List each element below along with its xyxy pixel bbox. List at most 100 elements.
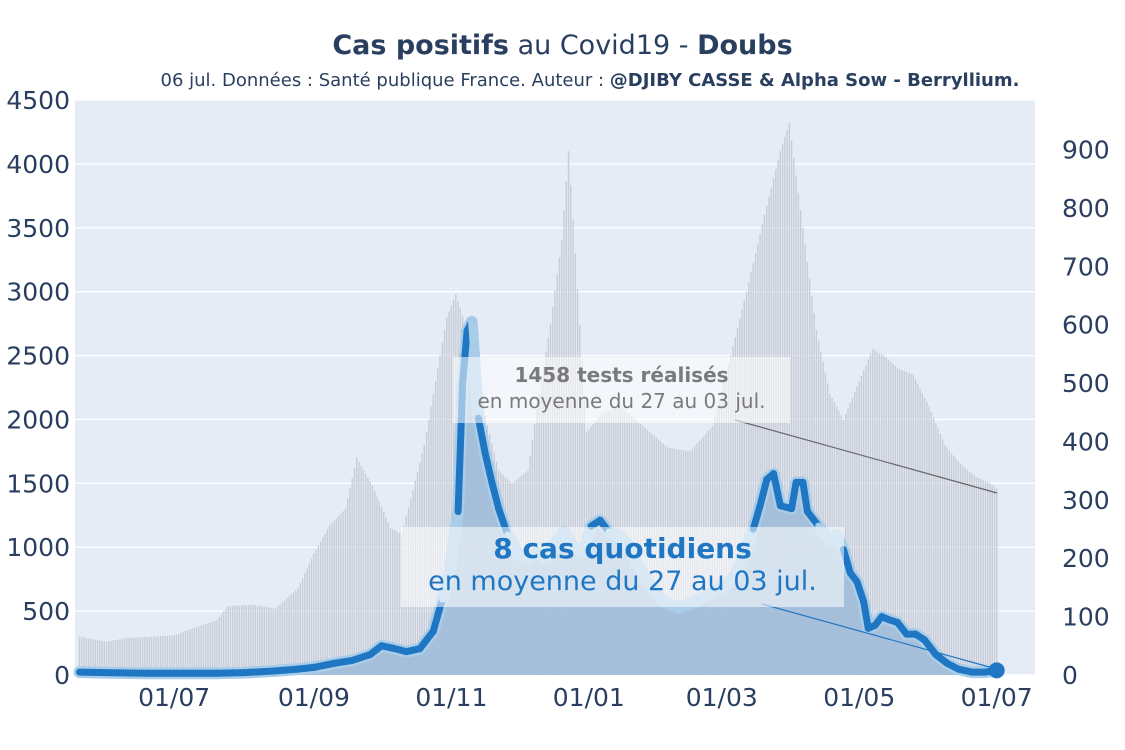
tests-bar	[921, 392, 924, 675]
tests-bar	[450, 305, 453, 675]
tests-bar	[353, 468, 356, 675]
tests-bar	[795, 175, 797, 675]
tests-bar	[92, 639, 94, 675]
tests-bar	[851, 397, 854, 675]
tests-bar	[549, 323, 552, 675]
tests-bar	[905, 371, 908, 675]
tests-bar	[306, 568, 308, 675]
tests-bar	[177, 633, 180, 675]
tests-bar	[281, 602, 284, 675]
tests-bar	[141, 637, 144, 675]
tests-bar	[90, 638, 92, 675]
tests-bar	[157, 636, 160, 675]
tests-bar	[371, 485, 374, 675]
tests-bar	[193, 627, 196, 675]
cases-segment	[416, 627, 437, 653]
tests-bar	[894, 366, 896, 675]
tests-bar	[159, 636, 162, 675]
tests-bar	[993, 486, 996, 675]
tests-bar	[182, 631, 184, 675]
cases-segment	[799, 478, 811, 516]
y-right-tick-400: 400	[1062, 427, 1110, 456]
cases-segment	[76, 668, 111, 677]
tests-bar	[342, 511, 344, 675]
tests-bar	[991, 485, 993, 675]
tests-bar	[362, 469, 365, 675]
cases-segment	[770, 470, 784, 510]
y-right-tick-600: 600	[1062, 311, 1110, 340]
tests-bar	[378, 501, 380, 675]
tests-bar	[304, 573, 306, 675]
tests-bar	[896, 368, 899, 675]
tests-bar	[872, 349, 874, 675]
tests-annotation-pointer	[734, 419, 998, 494]
tests-annotation-title: 1458 tests réalisés	[514, 363, 729, 387]
tests-bar	[912, 374, 915, 675]
tests-bar	[243, 605, 245, 675]
cases-segment	[756, 475, 771, 510]
tests-bar	[968, 471, 971, 675]
cases-annotation-pointer	[761, 603, 994, 669]
y-left-tick-500: 500	[22, 597, 70, 626]
subtitle-source: 06 jul. Données : Santé publique France.…	[160, 70, 610, 91]
tests-bar	[741, 309, 743, 675]
tests-bar	[346, 498, 349, 675]
cases-segment	[481, 449, 496, 486]
tests-bar	[923, 397, 926, 675]
tests-bar	[171, 635, 173, 675]
tests-bar	[763, 215, 766, 675]
y-right-tick-300: 300	[1062, 486, 1110, 515]
tests-bar	[860, 375, 863, 675]
tests-bar	[953, 455, 955, 675]
tests-bar	[804, 244, 806, 675]
tests-bar	[85, 637, 87, 675]
tests-bar	[265, 607, 268, 675]
tests-bar	[186, 630, 189, 675]
x-tick-4: 01/03	[686, 683, 758, 712]
cases-segment	[103, 669, 153, 677]
tests-bar	[128, 637, 130, 675]
tests-bar	[195, 626, 198, 675]
tests-bar	[890, 361, 892, 675]
y-left-tick-labels: 0 500 1000 1500 2000 2500 3000 3500 4000 4500	[6, 86, 70, 690]
tests-bar	[989, 483, 991, 675]
tests-bar	[110, 640, 112, 675]
tests-bar	[768, 196, 770, 675]
tests-bar	[561, 240, 563, 676]
tests-bar	[824, 372, 827, 675]
tests-bar	[166, 635, 169, 675]
tests-bar	[295, 590, 297, 675]
tests-bar	[802, 227, 804, 675]
tests-bar	[806, 261, 809, 675]
tests-bar	[191, 628, 193, 675]
tests-bar	[396, 531, 398, 675]
tests-bar	[984, 481, 987, 675]
tests-bar	[986, 482, 989, 675]
tests-bar	[797, 192, 800, 675]
tests-bar	[547, 337, 549, 675]
x-tick-6: 01/07	[961, 683, 1033, 712]
x-tick-3: 01/01	[553, 683, 625, 712]
tests-bar	[286, 598, 288, 675]
tests-bar	[822, 361, 824, 675]
tests-bar	[917, 383, 919, 675]
tests-bar	[545, 351, 547, 675]
tests-bar	[854, 392, 856, 675]
tests-bar	[579, 324, 581, 675]
tests-bar	[317, 545, 320, 675]
tests-bar	[326, 529, 329, 675]
tests-bar	[288, 596, 290, 675]
tests-bar	[811, 295, 813, 675]
y-left-tick-0: 0	[54, 661, 70, 690]
tests-bar	[394, 530, 396, 675]
tests-bar	[153, 636, 155, 675]
tests-bar	[374, 491, 376, 675]
tests-bar	[576, 289, 579, 675]
tests-bar	[752, 262, 755, 675]
tests-bar	[959, 464, 962, 675]
tests-bar	[856, 386, 858, 675]
tests-bar	[725, 373, 727, 675]
tests-bar	[101, 640, 103, 675]
tests-bar	[247, 604, 250, 675]
tests-bar	[389, 528, 392, 675]
